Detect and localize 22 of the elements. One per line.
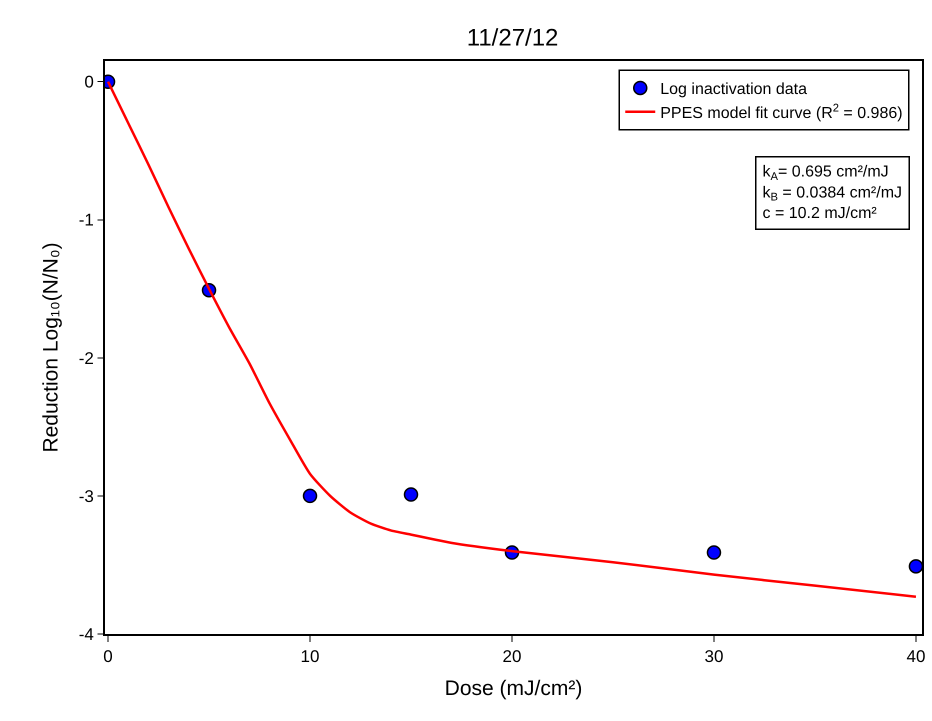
annotation: k$_{A}$= 0.695 cm²/mJ	[762, 164, 889, 183]
y-tick-label: -2	[78, 348, 94, 368]
y-axis-title: Reduction Log₁₀(N/N₀)	[39, 242, 62, 453]
legend-label: Log inactivation data	[660, 81, 808, 98]
point	[706, 545, 722, 560]
x-tick-label: 30	[704, 647, 724, 666]
point	[404, 487, 418, 502]
annotation: k$_{B}$ = 0.0384 cm²/mJ	[762, 184, 902, 204]
x-tick-label: 0	[103, 647, 113, 666]
chart-title: 11/27/12	[466, 24, 558, 52]
x-axis-title: Dose (mJ/cm²)	[444, 676, 582, 700]
x-tick-label: 40	[906, 647, 926, 666]
point	[908, 559, 922, 574]
y-tick-label: 0	[84, 72, 94, 92]
y-tick-label: -4	[78, 624, 94, 644]
x-tick-label: 10	[300, 647, 320, 666]
y-tick-label: -3	[78, 486, 94, 506]
legend-label: PPES model fit curve (R$^{2}$ = 0.986)	[660, 102, 903, 122]
point	[302, 488, 318, 504]
x-tick-label: 20	[502, 647, 522, 666]
y-tick-label: -1	[78, 210, 94, 230]
annotation: c = 10.2 mJ/cm²	[762, 205, 878, 222]
